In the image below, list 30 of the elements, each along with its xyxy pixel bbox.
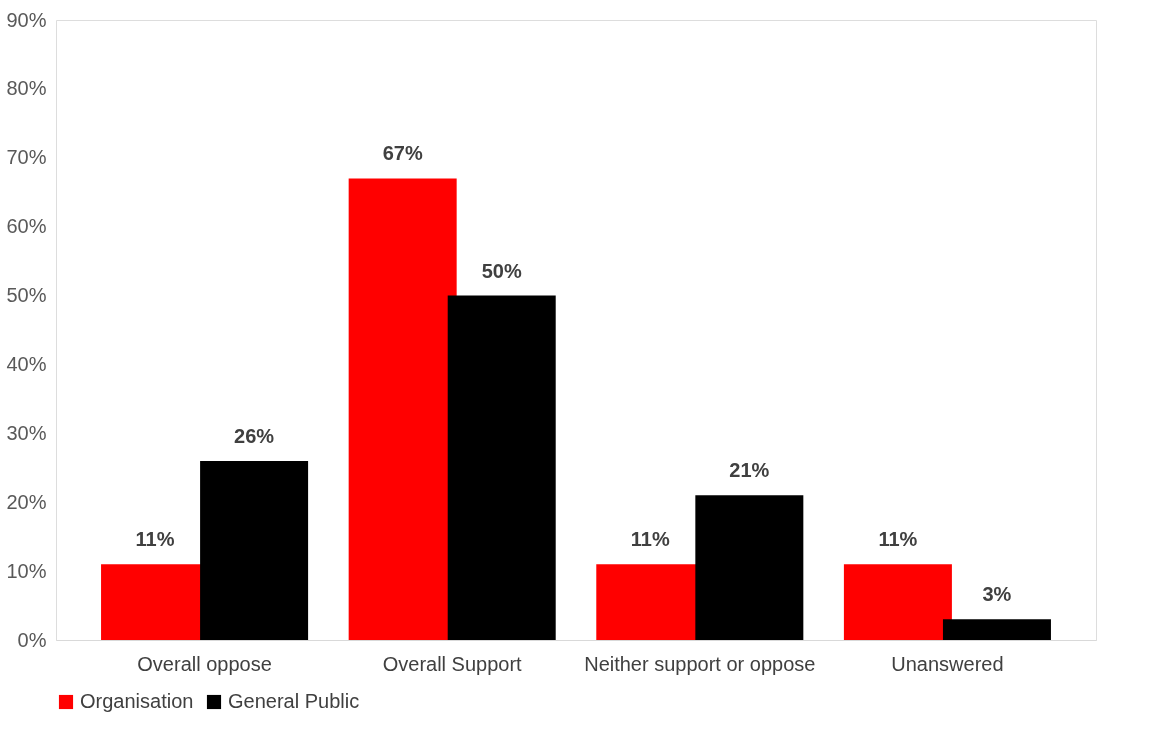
- bar: [695, 495, 804, 640]
- bar: [942, 619, 1051, 640]
- x-tick-label: Unanswered: [891, 652, 1004, 675]
- y-tick-label: 60%: [6, 215, 47, 238]
- y-tick-label: 50%: [6, 284, 47, 307]
- bar: [447, 295, 556, 640]
- data-label: 67%: [382, 142, 423, 165]
- data-label: 11%: [630, 528, 670, 551]
- bar: [200, 460, 309, 640]
- data-label: 3%: [982, 583, 1012, 606]
- y-tick-label: 70%: [6, 146, 47, 169]
- y-tick-label: 20%: [6, 490, 47, 513]
- x-tick-label: Overall oppose: [137, 652, 272, 675]
- data-label: 11%: [135, 528, 175, 551]
- y-tick-label: 80%: [6, 77, 47, 100]
- bar: [843, 564, 952, 640]
- data-label: 26%: [234, 424, 275, 447]
- y-tick-label: 90%: [6, 8, 47, 31]
- bar: [348, 178, 457, 640]
- data-label: 50%: [481, 259, 522, 282]
- data-label: 21%: [729, 459, 770, 482]
- y-tick-label: 40%: [6, 352, 47, 375]
- x-tick-label: Neither support or oppose: [584, 652, 816, 675]
- legend-label: Organisation: [80, 690, 194, 712]
- y-tick-label: 10%: [6, 559, 47, 582]
- y-tick-label: 0%: [17, 628, 47, 651]
- y-tick-label: 30%: [6, 421, 47, 444]
- legend-label: General Public: [228, 690, 360, 712]
- x-tick-label: Overall Support: [382, 652, 523, 675]
- data-label: 11%: [878, 528, 918, 551]
